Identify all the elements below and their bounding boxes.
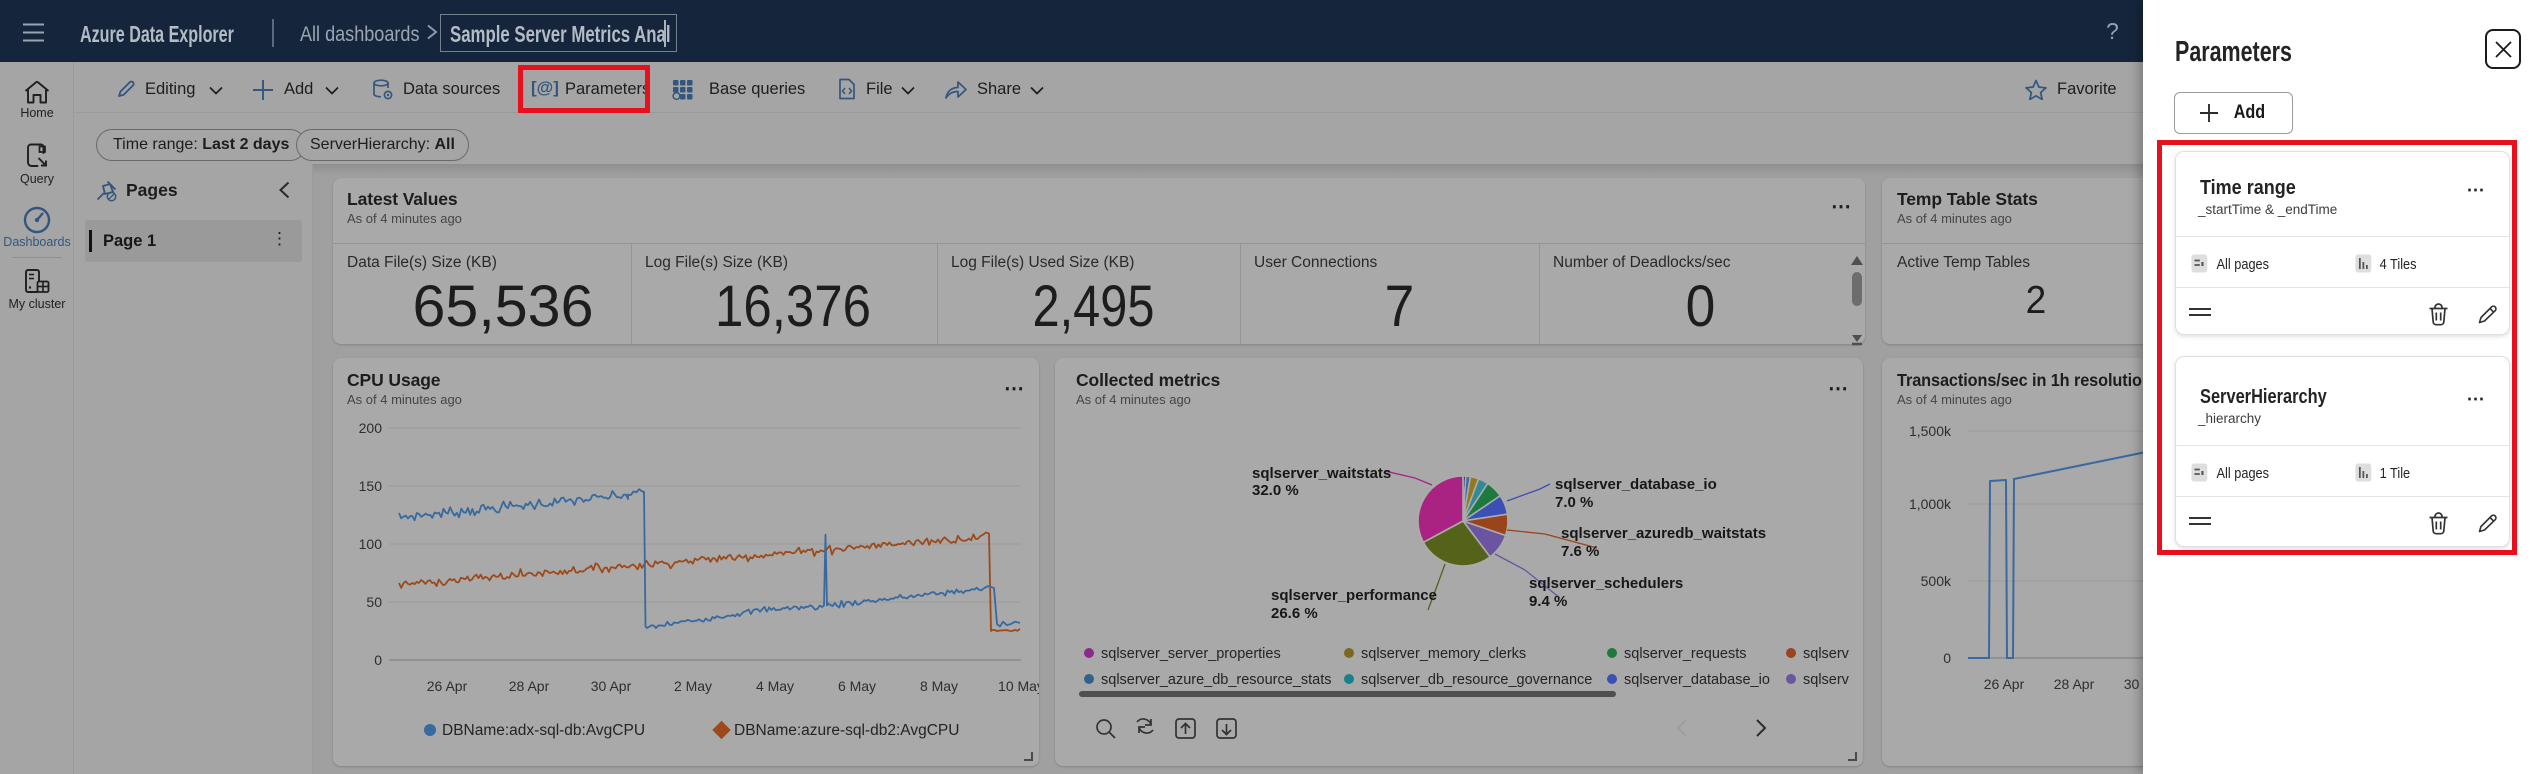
svg-text:8 May: 8 May: [920, 678, 958, 694]
svg-text:150: 150: [359, 478, 383, 494]
svg-text:26.6 %: 26.6 %: [1271, 605, 1318, 622]
svg-text:DBName:adx-sql-db:AvgCPU: DBName:adx-sql-db:AvgCPU: [442, 722, 645, 739]
svg-text:sqlserver_azure_db_resource_st: sqlserver_azure_db_resource_stats: [1101, 672, 1332, 688]
svg-text:4 May: 4 May: [756, 678, 794, 694]
svg-text:30 Apr: 30 Apr: [591, 678, 632, 694]
svg-text:7.0 %: 7.0 %: [1555, 494, 1593, 511]
svg-text:26 Apr: 26 Apr: [427, 678, 468, 694]
svg-text:28 Apr: 28 Apr: [2054, 676, 2095, 692]
svg-text:7.6 %: 7.6 %: [1561, 543, 1599, 560]
svg-text:200: 200: [359, 420, 383, 436]
svg-text:1,000k: 1,000k: [1909, 496, 1952, 512]
svg-text:sqlserv: sqlserv: [1803, 646, 1850, 662]
svg-text:sqlserver_memory_clerks: sqlserver_memory_clerks: [1361, 646, 1526, 662]
svg-text:0: 0: [374, 652, 382, 668]
svg-text:50: 50: [366, 594, 382, 610]
svg-text:0: 0: [1943, 650, 1951, 666]
svg-text:6 May: 6 May: [838, 678, 876, 694]
svg-text:10 May: 10 May: [998, 678, 1039, 694]
svg-text:2 May: 2 May: [674, 678, 712, 694]
svg-text:sqlserver_performance: sqlserver_performance: [1271, 587, 1437, 604]
svg-text:9.4 %: 9.4 %: [1529, 593, 1567, 610]
svg-text:sqlserver_database_io: sqlserver_database_io: [1555, 476, 1717, 493]
svg-text:sqlserv: sqlserv: [1803, 672, 1850, 688]
svg-text:sqlserver_server_properties: sqlserver_server_properties: [1101, 646, 1281, 662]
svg-text:sqlserver_waitstats: sqlserver_waitstats: [1252, 465, 1391, 482]
svg-text:DBName:azure-sql-db2:AvgCPU: DBName:azure-sql-db2:AvgCPU: [734, 722, 959, 739]
svg-text:28 Apr: 28 Apr: [509, 678, 550, 694]
svg-text:sqlserver_requests: sqlserver_requests: [1624, 646, 1747, 662]
svg-text:sqlserver_schedulers: sqlserver_schedulers: [1529, 575, 1683, 592]
svg-text:26 Apr: 26 Apr: [1984, 676, 2025, 692]
svg-text:32.0 %: 32.0 %: [1252, 482, 1299, 499]
svg-text:1,500k: 1,500k: [1909, 423, 1952, 439]
svg-text:sqlserver_database_io: sqlserver_database_io: [1624, 672, 1770, 688]
svg-text:500k: 500k: [1921, 573, 1952, 589]
svg-text:100: 100: [359, 536, 383, 552]
svg-text:sqlserver_db_resource_governan: sqlserver_db_resource_governance: [1361, 672, 1592, 688]
svg-text:sqlserver_azuredb_waitstats: sqlserver_azuredb_waitstats: [1561, 525, 1766, 542]
